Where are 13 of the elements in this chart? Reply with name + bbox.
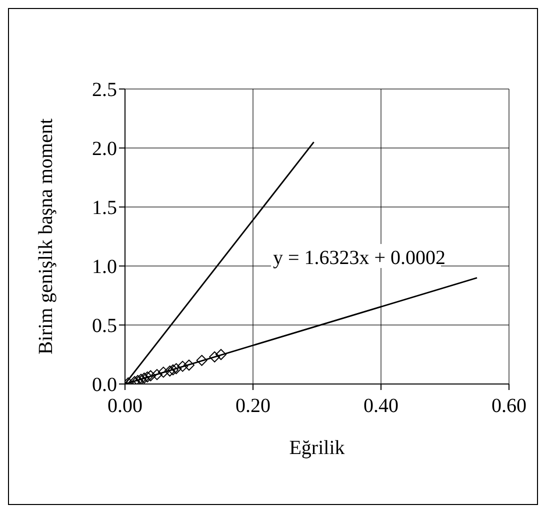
y-tick-label: 2.0 [92,138,117,160]
x-axis-title: Eğrilik [289,437,345,459]
y-tick-label: 1.5 [92,197,117,220]
x-tick-label: 0.60 [492,395,526,418]
y-axis-title: Birim genişlik başna moment [35,118,58,355]
y-tick-label: 2.5 [92,79,117,102]
annotation: y = 1.6323x + 0.0002 [273,247,446,269]
x-tick-label: 0.20 [236,395,270,418]
x-tick-label: 0.00 [108,395,142,418]
x-tick-label: 0.40 [364,395,398,418]
y-tick-label: 0.0 [92,374,117,396]
y-tick-label: 1.0 [92,256,117,278]
y-tick-label: 0.5 [92,315,117,338]
